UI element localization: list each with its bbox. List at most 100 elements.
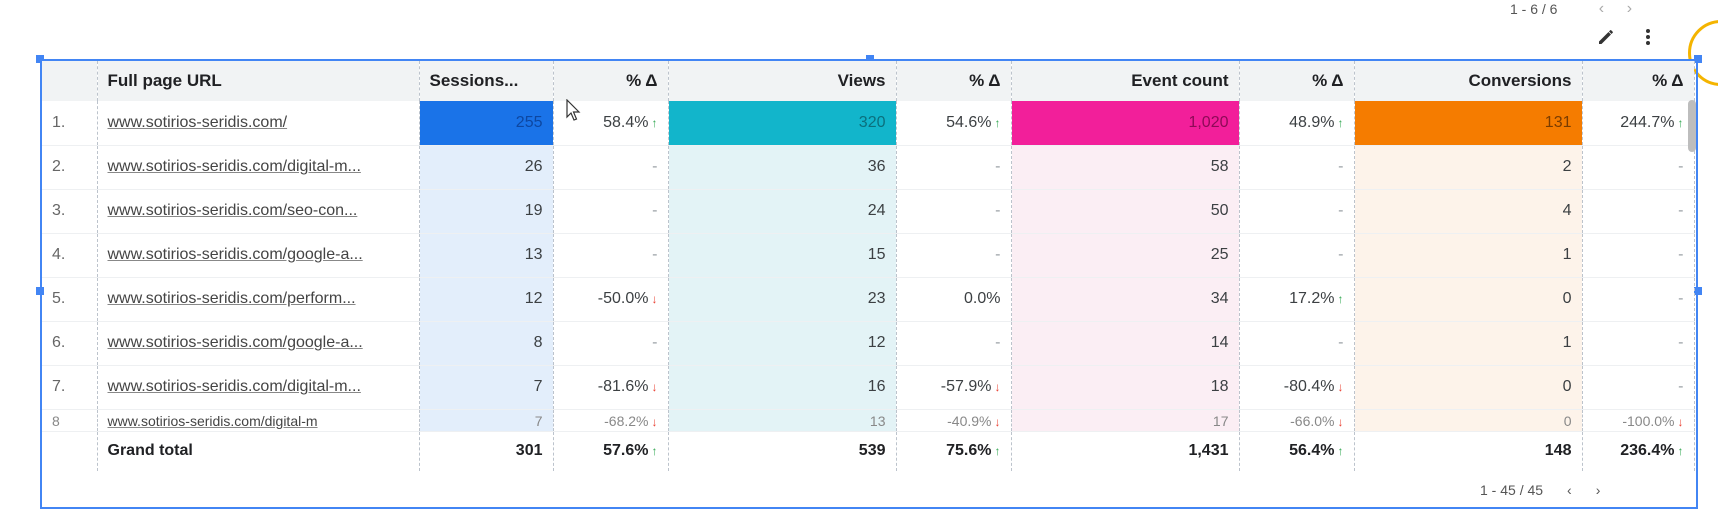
views-cell: 13 — [668, 409, 897, 432]
events-cell: 18 — [1011, 365, 1240, 410]
events-delta-cell: 17.2% ↑ — [1239, 277, 1355, 322]
delta-value: 17.2% — [1289, 290, 1335, 307]
row-index: 8 — [42, 409, 98, 432]
views-delta-cell: -40.9% ↓ — [896, 409, 1012, 432]
events-cell: 34 — [1011, 277, 1240, 322]
delta-value: -50.0% — [597, 290, 649, 307]
arrow-up-icon: ↑ — [1337, 292, 1344, 306]
bottom-next-page-button[interactable]: › — [1595, 482, 1601, 498]
sessions-delta-cell: - — [553, 189, 669, 234]
url-cell: www.sotirios-seridis.com/digital-m... — [97, 145, 420, 190]
events-cell: 14 — [1011, 321, 1240, 366]
events-delta-cell: - — [1239, 189, 1355, 234]
views-cell: 23 — [668, 277, 897, 322]
views-delta-cell: 54.6% ↑ — [896, 101, 1012, 146]
sessions-cell: 26 — [419, 145, 554, 190]
events-delta-header[interactable]: % Δ — [1239, 61, 1355, 101]
delta-value: - — [1338, 246, 1344, 263]
delta-value: - — [1678, 378, 1684, 395]
total-events-delta: 56.4% ↑ — [1239, 431, 1355, 471]
delta-value: 48.9% — [1289, 113, 1335, 131]
views-cell: 12 — [668, 321, 897, 366]
mouse-cursor-icon — [566, 99, 581, 121]
page-url-link[interactable]: www.sotirios-seridis.com/digital-m... — [107, 378, 361, 395]
views-cell: 24 — [668, 189, 897, 234]
delta-value: - — [1678, 290, 1684, 307]
views-delta-cell: - — [896, 189, 1012, 234]
events-delta-cell: -80.4% ↓ — [1239, 365, 1355, 410]
sessions-delta-cell: - — [553, 321, 669, 366]
top-next-page-button[interactable]: › — [1626, 0, 1633, 17]
url-cell: www.sotirios-seridis.com/google-a... — [97, 233, 420, 278]
arrow-down-icon: ↓ — [994, 380, 1001, 394]
pencil-icon[interactable] — [1595, 26, 1617, 48]
delta-value: - — [1678, 202, 1684, 219]
table-scrollbar[interactable] — [1688, 100, 1696, 152]
sessions-column-header[interactable]: Sessions... — [419, 61, 554, 101]
total-conversions: 148 — [1354, 431, 1583, 471]
table-row: 3. www.sotirios-seridis.com/seo-con... 19 -… — [42, 189, 1695, 234]
delta-value: - — [1338, 202, 1344, 219]
more-vert-icon[interactable] — [1637, 26, 1659, 48]
page-url-link[interactable]: www.sotirios-seridis.com/seo-con... — [107, 202, 358, 219]
resize-handle[interactable] — [36, 55, 44, 63]
views-column-header[interactable]: Views — [668, 61, 897, 101]
bottom-prev-page-button[interactable]: ‹ — [1567, 482, 1572, 498]
conversions-cell: 131 — [1354, 101, 1583, 146]
sessions-cell: 7 — [419, 365, 554, 410]
row-index: 4. — [42, 233, 98, 278]
conversions-delta-cell: -100.0% ↓ — [1582, 409, 1695, 432]
arrow-up-icon: ↑ — [1337, 115, 1344, 130]
table-row: 4. www.sotirios-seridis.com/google-a... 13… — [42, 233, 1695, 278]
delta-value: -40.9% — [947, 412, 992, 429]
sessions-delta-cell: - — [553, 145, 669, 190]
views-delta-cell: - — [896, 145, 1012, 190]
conversions-column-header[interactable]: Conversions — [1354, 61, 1583, 101]
conversions-delta-cell: 244.7% ↑ — [1582, 101, 1695, 146]
total-conversions-delta: 236.4% ↑ — [1582, 431, 1695, 471]
views-cell: 16 — [668, 365, 897, 410]
events-delta-cell: - — [1239, 233, 1355, 278]
events-delta-cell: 48.9% ↑ — [1239, 101, 1355, 146]
resize-handle[interactable] — [1694, 287, 1702, 295]
arrow-down-icon: ↓ — [1677, 414, 1684, 429]
resize-handle[interactable] — [36, 287, 44, 295]
delta-value: - — [995, 158, 1001, 175]
event-count-column-header[interactable]: Event count — [1011, 61, 1240, 101]
events-cell: 1,020 — [1011, 101, 1240, 146]
conversions-cell: 0 — [1354, 365, 1583, 410]
top-pagination-label: 1 - 6 / 6 — [1510, 1, 1558, 17]
page-url-link[interactable]: www.sotirios-seridis.com/digital-m — [107, 412, 318, 429]
url-column-header[interactable]: Full page URL — [97, 61, 420, 101]
page-url-link[interactable]: www.sotirios-seridis.com/google-a... — [107, 246, 363, 263]
resize-handle[interactable] — [1694, 55, 1702, 63]
events-delta-cell: -66.0% ↓ — [1239, 409, 1355, 432]
sessions-delta-cell: -68.2% ↓ — [553, 409, 669, 432]
arrow-down-icon: ↓ — [1337, 414, 1344, 429]
sessions-cell: 8 — [419, 321, 554, 366]
delta-value: -57.9% — [940, 378, 992, 395]
sessions-cell: 12 — [419, 277, 554, 322]
bottom-pagination-label: 1 - 45 / 45 — [1480, 482, 1544, 498]
conversions-delta-header[interactable]: % Δ — [1582, 61, 1695, 101]
table-row: 1. www.sotirios-seridis.com/255 58.4% ↑ 320 5… — [42, 101, 1695, 146]
events-cell: 58 — [1011, 145, 1240, 190]
views-delta-header[interactable]: % Δ — [896, 61, 1012, 101]
table-header-row: Full page URL Sessions... % Δ Views % Δ … — [42, 61, 1695, 101]
sessions-delta-header[interactable]: % Δ — [553, 61, 669, 101]
arrow-down-icon: ↓ — [651, 380, 658, 394]
events-delta-cell: - — [1239, 321, 1355, 366]
conversions-cell: 0 — [1354, 409, 1583, 432]
page-url-link[interactable]: www.sotirios-seridis.com/google-a... — [107, 334, 363, 351]
resize-handle[interactable] — [866, 55, 874, 63]
url-cell: www.sotirios-seridis.com/seo-con... — [97, 189, 420, 234]
delta-value: - — [652, 334, 658, 351]
page-url-link[interactable]: www.sotirios-seridis.com/digital-m... — [107, 158, 361, 175]
delta-value: -66.0% — [1290, 412, 1335, 429]
url-cell: www.sotirios-seridis.com/perform... — [97, 277, 420, 322]
top-prev-page-button[interactable]: ‹ — [1598, 0, 1605, 17]
row-index: 7. — [42, 365, 98, 410]
page-url-link[interactable]: www.sotirios-seridis.com/ — [107, 113, 288, 131]
sessions-cell: 19 — [419, 189, 554, 234]
page-url-link[interactable]: www.sotirios-seridis.com/perform... — [107, 290, 356, 307]
